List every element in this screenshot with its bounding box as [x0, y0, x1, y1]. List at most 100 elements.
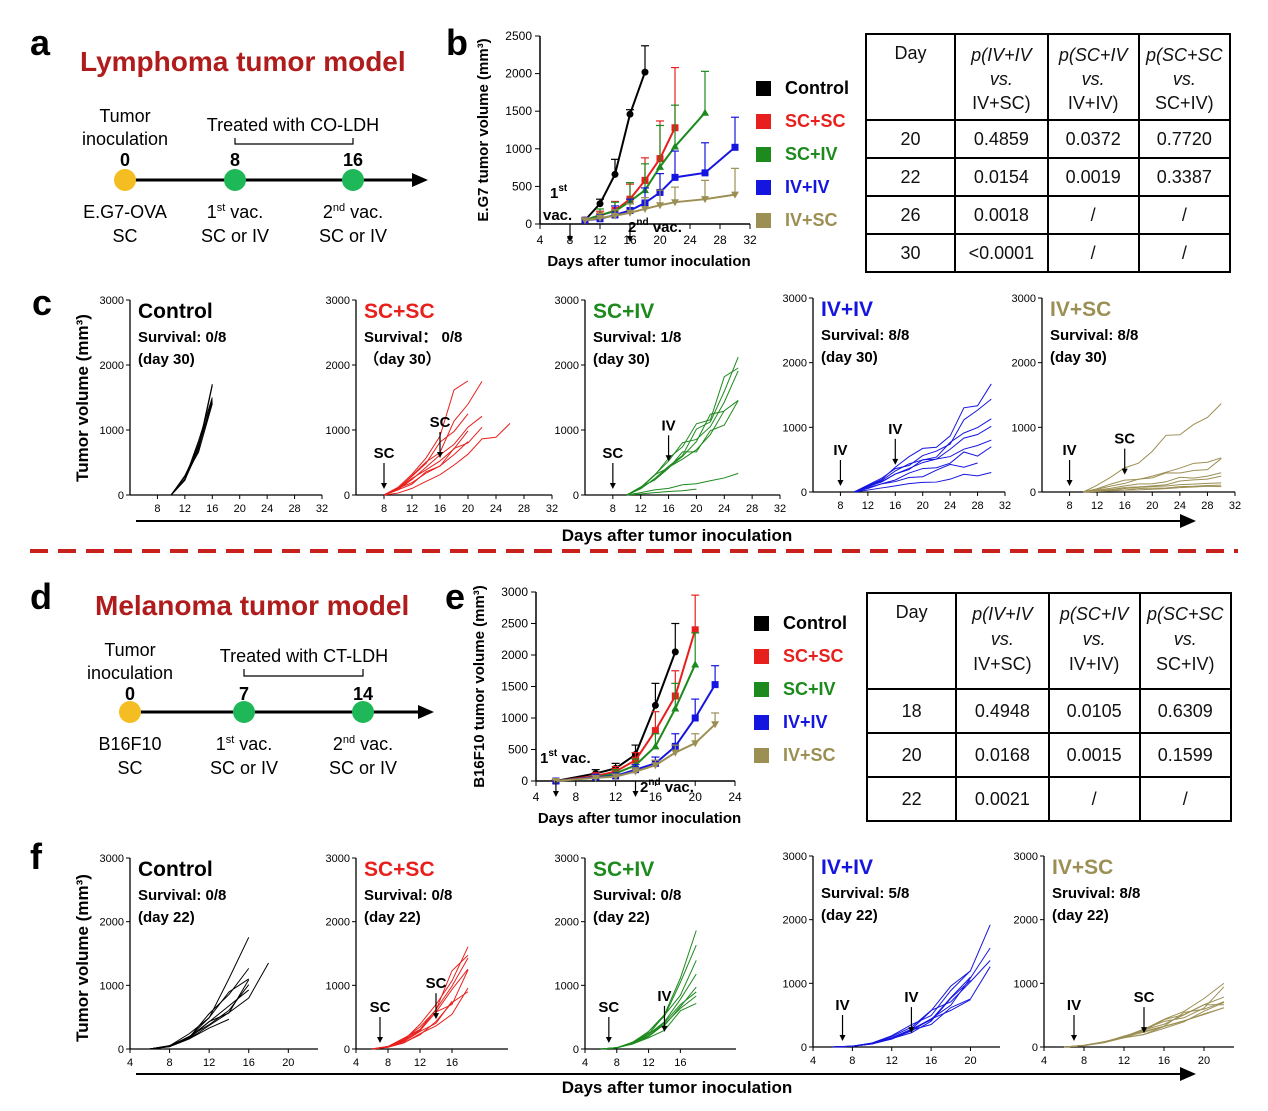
y-tick-label: 3000	[1014, 851, 1038, 863]
data-point	[671, 173, 679, 181]
y-tick-label: 0	[1032, 1042, 1038, 1054]
table-cell: /	[1047, 776, 1141, 822]
timeline-d-cell: B16F10	[98, 734, 161, 754]
timeline-d-vac2-dot	[352, 701, 374, 723]
data-point	[596, 200, 604, 208]
mini-plot-title: Control	[138, 300, 213, 323]
table-cell: /	[1138, 776, 1233, 822]
x-tick-label: 20	[917, 500, 929, 512]
data-point	[691, 660, 700, 668]
x-tick-label: 32	[999, 500, 1011, 512]
arrow-head	[632, 791, 639, 797]
y-tick-label: 3000	[783, 851, 807, 863]
timeline-d-inoc-1: Tumor	[104, 640, 155, 660]
y-tick-label: 0	[118, 490, 124, 502]
x-tick-label: 28	[746, 503, 758, 515]
y-tick-label: 1000	[1012, 422, 1036, 434]
mini-plot-c-3: 0 1000 2000 3000 8 12 16 20 24 28 32 IV+IV Survival:…	[783, 293, 1012, 512]
table-cell: 0.4859	[954, 119, 1049, 159]
treatment-label: IV	[1067, 997, 1081, 1014]
timeline-a-treated: Treated with CO-LDH	[207, 115, 379, 135]
legend-item-control: Control	[754, 607, 847, 640]
data-point	[731, 143, 739, 151]
y-tick-label: 2500	[505, 29, 532, 43]
mini-plot-title: IV+SC	[1050, 298, 1111, 321]
x-tick-label: 12	[179, 503, 191, 515]
x-tick-label: 12	[406, 503, 418, 515]
table-header-col: p(IV+IV vs. IV+SC)	[955, 592, 1050, 690]
timeline-a-vac2: 2nd vac.	[323, 202, 383, 222]
survival-label: Survival: 0/8	[364, 887, 452, 904]
arrow-head	[892, 458, 899, 465]
x-tick-label: 16	[243, 1057, 255, 1069]
treatment-label: SC	[602, 445, 623, 462]
tumor-curve	[1083, 472, 1222, 493]
data-point	[701, 169, 709, 177]
survival-label: Survival: 8/8	[821, 327, 909, 344]
timeline-a-cell: E.G7-OVA	[83, 202, 167, 222]
table-row: 26 0.0018//	[864, 195, 1232, 235]
timeline-d-inoc-dot	[119, 701, 141, 723]
x-tick-label: 12	[609, 790, 623, 804]
data-point	[731, 191, 739, 199]
legend-swatch	[754, 649, 769, 664]
table-cell: <0.0001	[954, 233, 1049, 273]
tumor-curve	[383, 413, 469, 496]
y-axis-label: B16F10 tumor volume (mm³)	[471, 585, 488, 788]
x-tick-label: 12	[414, 1057, 426, 1069]
mini-plot-c-1: 0 1000 2000 3000 8 12 16 20 24 28 32 SC+SC Survival：…	[326, 295, 559, 515]
x-tick-label: 20	[282, 1057, 294, 1069]
tumor-curve	[600, 1002, 697, 1050]
timeline-a-arrowhead	[412, 173, 428, 187]
timeline-d-route: SC	[117, 758, 142, 778]
x-tick-label: 8	[837, 500, 843, 512]
y-tick-label: 0	[344, 490, 350, 502]
x-tick-label: 4	[353, 1057, 359, 1069]
y-tick-label: 2000	[100, 360, 124, 372]
x-axis-label: Days after tumor inoculation	[538, 810, 741, 827]
tumor-curve	[1063, 1002, 1225, 1048]
timeline-a-vac2-route: SC or IV	[319, 226, 387, 246]
timeline-a-vac2-dot	[342, 169, 364, 191]
mini-plot-title: SC+IV	[593, 300, 654, 323]
timeline-a-inoc-1: Tumor	[99, 106, 150, 126]
y-tick-label: 3000	[100, 853, 124, 865]
table-cell: 20	[864, 119, 957, 159]
tumor-curve	[383, 441, 469, 496]
chart-b: 0500100015002000250048121620242832Days a…	[475, 29, 757, 270]
legend-swatch	[754, 682, 769, 697]
x-tick-label: 12	[203, 1057, 215, 1069]
x-tick-label: 20	[462, 503, 474, 515]
section-separator	[30, 549, 1238, 553]
y-tick-label: 2000	[326, 360, 350, 372]
data-point	[641, 205, 649, 213]
y-tick-label: 1000	[501, 711, 528, 725]
table-header-day: Day	[865, 592, 958, 690]
legend-item-iviv: IV+IV	[756, 171, 849, 204]
x-tick-label: 32	[774, 503, 786, 515]
x-axis-label: Days after tumor inoculation	[547, 253, 750, 270]
y-tick-label: 2000	[505, 67, 532, 81]
legend-e: Control SC+SC SC+IV IV+IV IV+SC	[754, 607, 847, 772]
x-tick-label: 20	[690, 503, 702, 515]
mini-plot-title: IV+IV	[821, 856, 873, 879]
series-line-SC+IV	[584, 112, 706, 222]
data-point	[671, 749, 680, 757]
y-tick-label: 1000	[326, 980, 350, 992]
timeline-d: Tumor inoculation Treated with CT-LDH 0 …	[87, 640, 434, 778]
mini-plot-f-4: 0 1000 2000 3000 4 8 12 16 20 IV+SC Sruvival: 8/8 (…	[1014, 851, 1234, 1067]
arrow-head	[665, 455, 672, 462]
table-header-col: p(SC+IV vs. IV+IV)	[1047, 592, 1141, 690]
panel-c-y-label: Tumor volume (mm³)	[73, 314, 92, 482]
mini-plot-f-3: 0 1000 2000 3000 4 8 12 16 20 IV+IV Survival: 5/8 (…	[783, 851, 1000, 1067]
panel-f-x-arrowhead	[1180, 1067, 1196, 1081]
y-tick-label: 1000	[100, 980, 124, 992]
table-header-col: p(SC+SC vs. SC+IV)	[1138, 592, 1233, 690]
tumor-curve	[626, 400, 739, 496]
data-point	[611, 212, 619, 220]
data-point	[651, 742, 660, 750]
tumor-curve	[149, 984, 250, 1050]
survival-day: (day 30)	[138, 351, 195, 368]
tumor-curve	[170, 384, 213, 496]
x-tick-label: 28	[518, 503, 530, 515]
